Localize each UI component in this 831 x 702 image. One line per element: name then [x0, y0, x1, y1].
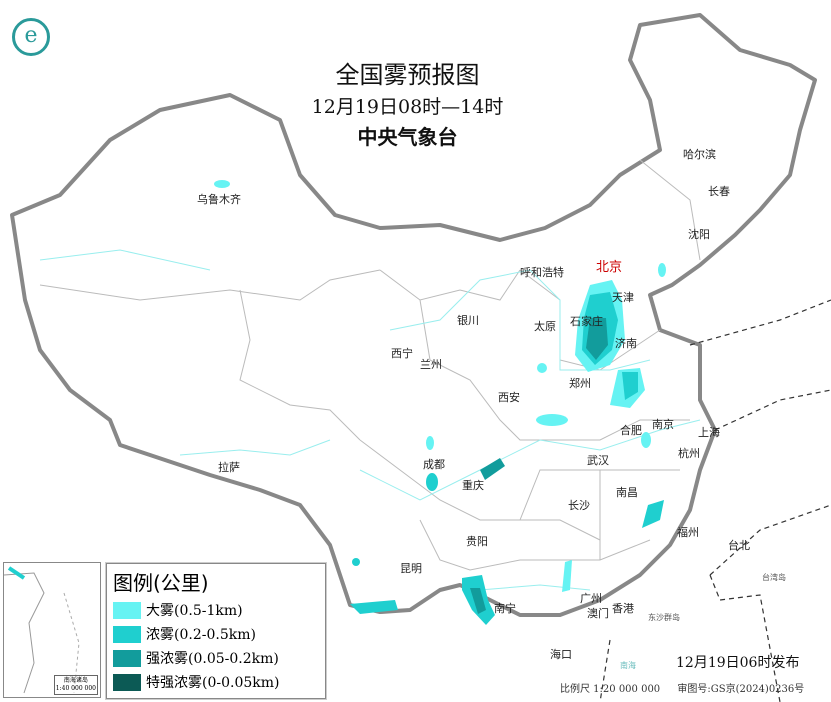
legend-item: 强浓雾(0.05-0.2km): [113, 648, 325, 668]
city-label: 天津: [612, 291, 634, 304]
footer: 比例尺 1:20 000 000 审图号:GS京(2024)0236号: [560, 680, 818, 695]
fog-area-guangxi-strong: [470, 588, 486, 614]
fog-area-chengdu: [426, 473, 438, 491]
city-label: 长沙: [568, 499, 590, 512]
china-border: [10, 13, 817, 617]
legend-swatch: [113, 625, 141, 643]
city-label: 沈阳: [688, 228, 710, 241]
city-label: 拉萨: [218, 461, 240, 474]
south-china-sea-inset: 南海诸岛 1:40 000 000: [3, 562, 101, 698]
legend-swatch: [113, 601, 141, 619]
city-label: 太原: [534, 320, 556, 333]
city-label: 哈尔滨: [683, 148, 716, 161]
legend-item: 浓雾(0.2-0.5km): [113, 624, 325, 644]
forecast-period: 12月19日08时—14时: [311, 96, 504, 118]
legend-item: 特强浓雾(0-0.05km): [113, 672, 325, 692]
city-label: 贵阳: [466, 535, 488, 548]
city-label: 西宁: [391, 347, 413, 360]
city-label: 乌鲁木齐: [197, 193, 241, 206]
city-label: 长春: [708, 185, 730, 198]
city-label: 台北: [728, 539, 750, 552]
fog-area-liaoning: [658, 263, 666, 277]
legend-label: 大雾(0.5-1km): [146, 603, 243, 619]
fog-area-yunnan-west: [352, 558, 360, 566]
city-label: 南宁: [494, 602, 516, 615]
legend-item: 大雾(0.5-1km): [113, 600, 325, 620]
rivers: [39, 249, 701, 591]
city-label: 武汉: [587, 454, 609, 467]
island-label: 东沙群岛: [648, 613, 680, 622]
city-label: 上海: [698, 426, 720, 439]
legend-label: 强浓雾(0.05-0.2km): [146, 651, 279, 667]
city-label-capital: 北京: [596, 260, 623, 275]
fog-area-fujian: [642, 500, 664, 528]
legend-label: 浓雾(0.2-0.5km): [146, 627, 256, 643]
inset-map: [4, 566, 80, 694]
fog-area-chongqing: [480, 458, 505, 480]
fog-area-henan: [536, 414, 568, 426]
release-time: 12月19日06时发布: [676, 655, 800, 671]
city-label: 合肥: [620, 424, 642, 437]
fog-area-urumqi: [214, 180, 230, 188]
city-label: 广州: [580, 592, 602, 605]
fog-area-guangdong: [562, 560, 572, 592]
city-label: 香港: [612, 602, 634, 615]
legend-swatch: [113, 649, 141, 667]
island-label: 台湾岛: [762, 573, 786, 582]
city-label: 成都: [423, 458, 445, 471]
city-label: 银川: [457, 314, 479, 327]
agency-name: 中央气象台: [357, 125, 458, 149]
province-boundaries: [39, 159, 701, 571]
city-label: 昆明: [400, 562, 422, 575]
map-approval-number: 审图号:GS京(2024)0236号: [677, 684, 805, 695]
city-label: 杭州: [678, 447, 700, 460]
legend-label: 特强浓雾(0-0.05km): [146, 675, 280, 691]
map-title: 全国雾预报图: [335, 61, 480, 89]
fog-area-hebei-strong: [586, 318, 608, 360]
cma-logo: e: [12, 18, 50, 56]
fog-area-shaanxi: [537, 363, 547, 373]
fog-area-sichuan-north: [426, 436, 434, 450]
city-label: 兰州: [420, 358, 442, 371]
legend: 图例(公里) 大雾(0.5-1km) 浓雾(0.2-0.5km) 强浓雾(0.0…: [106, 563, 326, 699]
city-label: 西安: [498, 391, 520, 404]
fog-area-yunnan: [350, 600, 398, 614]
fog-area-shandong-dense: [622, 372, 638, 400]
city-label: 石家庄: [570, 315, 603, 328]
maritime-boundaries: [599, 299, 831, 702]
sea-label: 南海: [620, 661, 636, 670]
city-label: 重庆: [462, 479, 484, 492]
city-label: 海口: [550, 648, 572, 661]
city-label: 呼和浩特: [520, 266, 564, 279]
legend-title: 图例(公里): [113, 571, 209, 595]
map-scale: 比例尺 1:20 000 000: [560, 684, 661, 695]
city-label: 郑州: [569, 377, 591, 390]
inset-label: 南海诸岛 1:40 000 000: [53, 675, 98, 695]
city-label: 济南: [615, 337, 637, 350]
fog-areas: [214, 180, 666, 625]
legend-swatch: [113, 673, 141, 691]
city-label: 福州: [677, 526, 699, 539]
fog-area-anhui: [641, 432, 651, 448]
city-label: 南京: [652, 418, 674, 431]
city-label: 南昌: [616, 486, 638, 499]
city-label: 澳门: [587, 607, 609, 620]
